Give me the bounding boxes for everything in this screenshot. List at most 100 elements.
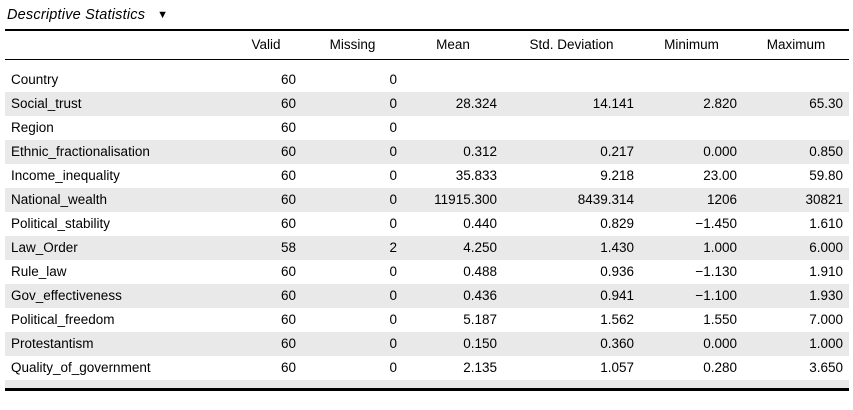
cell-variable: Law_Order (11, 240, 78, 255)
table-row: Gov_effectiveness 60 0 0.436 0.941 −1.100 1.93… (5, 284, 849, 308)
cell-mean: 4.250 (463, 240, 497, 255)
cell-sd: 1.430 (600, 240, 634, 255)
cell-mean: 0.150 (463, 336, 497, 351)
cell-sd: 1.057 (600, 360, 634, 375)
cell-min: 0.000 (703, 144, 737, 159)
cell-valid: 60 (280, 360, 296, 375)
cell-max: 1.000 (809, 336, 843, 351)
descriptive-statistics-table: Valid Missing Mean Std. Deviation Minimu… (5, 29, 849, 391)
cell-min: 1.000 (703, 240, 737, 255)
cell-variable: Ethnic_fractionalisation (11, 144, 150, 159)
column-header-valid: Valid (230, 30, 302, 60)
cell-max (743, 68, 849, 92)
cell-mean: 28.324 (455, 96, 497, 111)
cell-max: 59.80 (809, 168, 843, 183)
cell-min: 0.000 (703, 336, 737, 351)
table-header: Valid Missing Mean Std. Deviation Minimu… (5, 30, 849, 60)
cell-max: 65.30 (809, 96, 843, 111)
cell-sd: 9.218 (600, 168, 634, 183)
cell-min: 23.00 (703, 168, 737, 183)
cell-min: 2.820 (703, 96, 737, 111)
cell-variable: Social_trust (11, 96, 82, 111)
cell-sd: 1.562 (600, 312, 634, 327)
cell-variable: Gov_effectiveness (11, 288, 122, 303)
cell-missing: 0 (389, 192, 397, 207)
footer-spacer (5, 380, 849, 390)
cell-valid: 60 (280, 96, 296, 111)
cell-mean: 0.440 (463, 216, 497, 231)
cell-valid: 60 (280, 264, 296, 279)
table-row: Law_Order 58 2 4.250 1.430 1.000 6.000 (5, 236, 849, 260)
cell-sd: 0.360 (600, 336, 634, 351)
table-row: Rule_law 60 0 0.488 0.936 −1.130 1.910 (5, 260, 849, 284)
cell-mean: 0.436 (463, 288, 497, 303)
table-title-dropdown[interactable]: Descriptive Statistics ▼ (7, 7, 168, 23)
column-header-variable (5, 30, 230, 60)
table-row: Quality_of_government 60 0 2.135 1.057 0.280 3… (5, 356, 849, 380)
table-body: Country 60 0 Social_trust 60 0 28.324 14.141 2.8… (5, 68, 849, 380)
cell-missing: 0 (389, 216, 397, 231)
cell-max: 6.000 (809, 240, 843, 255)
cell-min (640, 68, 743, 92)
cell-sd: 0.936 (600, 264, 634, 279)
column-header-std-deviation: Std. Deviation (503, 30, 640, 60)
column-header-missing: Missing (302, 30, 403, 60)
header-row: Valid Missing Mean Std. Deviation Minimu… (5, 30, 849, 60)
cell-missing: 0 (389, 72, 397, 87)
cell-max: 3.650 (809, 360, 843, 375)
page-title: Descriptive Statistics (7, 7, 146, 23)
cell-min: −1.450 (695, 216, 737, 231)
cell-max: 30821 (805, 192, 843, 207)
column-header-minimum: Minimum (640, 30, 743, 60)
cell-variable: Political_stability (11, 216, 111, 231)
cell-valid: 60 (280, 120, 296, 135)
cell-valid: 60 (280, 168, 296, 183)
cell-max: 1.930 (809, 288, 843, 303)
cell-missing: 0 (389, 288, 397, 303)
cell-sd (503, 116, 640, 140)
cell-sd: 14.141 (592, 96, 634, 111)
cell-valid: 58 (280, 240, 296, 255)
cell-variable: Quality_of_government (11, 360, 151, 375)
cell-valid: 60 (280, 312, 296, 327)
cell-min: −1.100 (695, 288, 737, 303)
cell-max (743, 116, 849, 140)
cell-sd: 0.217 (600, 144, 634, 159)
table-row: Ethnic_fractionalisation 60 0 0.312 0.217 0.0… (5, 140, 849, 164)
cell-mean: 11915.300 (434, 192, 497, 207)
collapse-triangle-icon[interactable]: ▼ (157, 9, 169, 21)
table-row: Protestantism 60 0 0.150 0.360 0.000 1.000 (5, 332, 849, 356)
cell-mean: 2.135 (463, 360, 497, 375)
cell-valid: 60 (280, 288, 296, 303)
cell-missing: 0 (389, 120, 397, 135)
cell-missing: 0 (389, 360, 397, 375)
table-row: Political_stability 60 0 0.440 0.829 −1.450 1.… (5, 212, 849, 236)
cell-valid: 60 (280, 72, 296, 87)
table-row: Region 60 0 (5, 116, 849, 140)
cell-min: 1.550 (703, 312, 737, 327)
cell-missing: 0 (389, 264, 397, 279)
cell-min: −1.130 (695, 264, 737, 279)
table-row: Social_trust 60 0 28.324 14.141 2.820 65.30 (5, 92, 849, 116)
cell-variable: Rule_law (11, 264, 67, 279)
cell-sd: 8439.314 (577, 192, 634, 207)
cell-missing: 0 (389, 144, 397, 159)
cell-mean (403, 68, 503, 92)
cell-variable: Region (11, 120, 54, 135)
cell-mean: 5.187 (463, 312, 497, 327)
cell-missing: 0 (389, 336, 397, 351)
cell-mean: 0.488 (463, 264, 497, 279)
table-row: Income_inequality 60 0 35.833 9.218 23.00 59.8… (5, 164, 849, 188)
table-row: National_wealth 60 0 11915.300 8439.314 1206 3… (5, 188, 849, 212)
table-row: Political_freedom 60 0 5.187 1.562 1.550 7.000 (5, 308, 849, 332)
table-row: Country 60 0 (5, 68, 849, 92)
cell-sd (503, 68, 640, 92)
header-spacer (5, 60, 849, 69)
cell-min: 1206 (706, 192, 737, 207)
cell-missing: 0 (389, 96, 397, 111)
cell-min (640, 116, 743, 140)
cell-valid: 60 (280, 144, 296, 159)
cell-max: 0.850 (809, 144, 843, 159)
cell-sd: 0.941 (600, 288, 634, 303)
cell-sd: 0.829 (600, 216, 634, 231)
